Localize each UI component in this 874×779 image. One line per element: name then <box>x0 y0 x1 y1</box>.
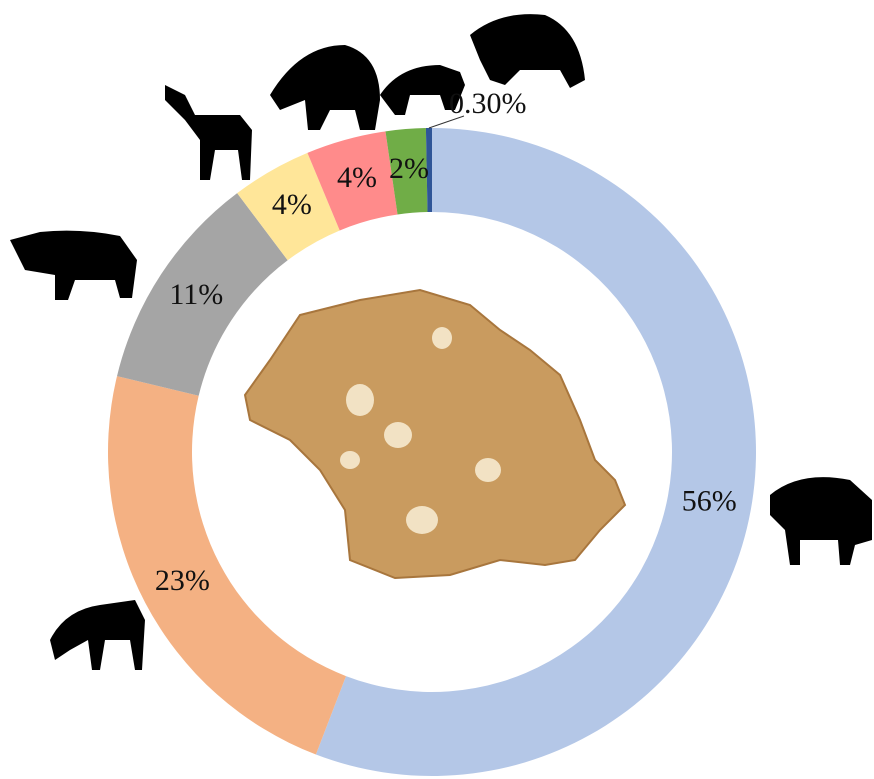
value-label: 11% <box>169 278 223 311</box>
value-label: 56% <box>682 484 737 517</box>
value-label: 4% <box>337 161 377 194</box>
value-label: 2% <box>389 152 429 185</box>
chart: 56% 23% 11% 4% 4% 2% 0.30% <box>0 0 874 779</box>
value-label: 4% <box>272 188 312 221</box>
value-label: 23% <box>155 564 210 597</box>
value-label: 0.30% <box>449 87 527 120</box>
